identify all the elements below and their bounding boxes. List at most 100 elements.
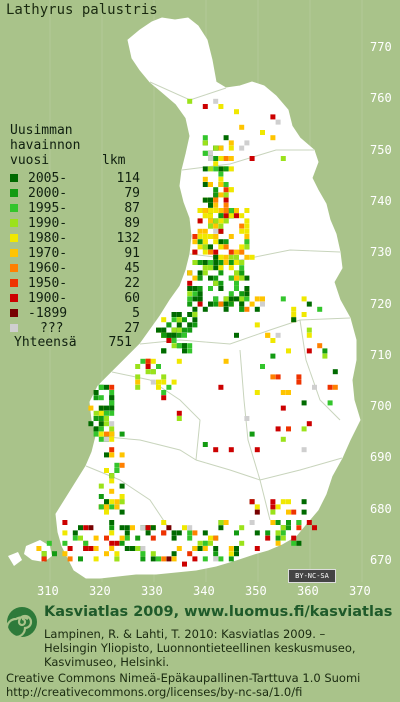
- occurrence-square: [249, 301, 255, 307]
- legend-item: 1970- 91: [10, 246, 140, 261]
- occurrence-square: [280, 296, 286, 302]
- occurrence-square: [150, 379, 156, 385]
- occurrence-square: [223, 187, 229, 193]
- occurrence-square: [161, 348, 167, 354]
- occurrence-square: [208, 535, 213, 541]
- y-tick-label: 700: [370, 399, 392, 414]
- occurrence-square: [223, 213, 229, 219]
- occurrence-square: [176, 410, 182, 416]
- y-tick-label: 720: [370, 296, 392, 311]
- occurrence-square: [286, 348, 291, 354]
- occurrence-square: [223, 218, 229, 224]
- occurrence-square: [280, 436, 286, 442]
- occurrence-square: [98, 410, 104, 416]
- occurrence-square: [182, 343, 187, 349]
- occurrence-square: [244, 306, 250, 312]
- occurrence-square: [156, 556, 161, 562]
- occurrence-square: [135, 535, 141, 541]
- occurrence-square: [119, 462, 125, 468]
- occurrence-square: [239, 244, 245, 250]
- occurrence-square: [182, 332, 187, 338]
- occurrence-square: [150, 358, 156, 364]
- occurrence-square: [239, 275, 245, 281]
- occurrence-square: [109, 400, 115, 406]
- occurrence-square: [301, 447, 307, 453]
- occurrence-square: [208, 166, 213, 172]
- occurrence-square: [72, 530, 78, 536]
- occurrence-square: [104, 410, 109, 416]
- occurrence-square: [176, 327, 182, 333]
- occurrence-square: [223, 301, 229, 307]
- occurrence-square: [135, 384, 141, 390]
- occurrence-square: [218, 556, 224, 562]
- kasviatlas-logo-icon: [6, 607, 37, 638]
- occurrence-square: [260, 130, 265, 135]
- occurrence-square: [234, 286, 239, 291]
- occurrence-square: [202, 234, 208, 239]
- occurrence-square: [98, 416, 104, 421]
- cc-license-badge[interactable]: BY-NC-SA: [288, 569, 336, 583]
- occurrence-square: [244, 416, 250, 421]
- occurrence-square: [208, 286, 213, 291]
- occurrence-square: [197, 275, 203, 281]
- occurrence-square: [306, 348, 312, 354]
- occurrence-square: [208, 197, 213, 203]
- occurrence-square: [228, 546, 234, 551]
- occurrence-square: [234, 213, 239, 219]
- occurrence-square: [114, 556, 120, 562]
- occurrence-square: [176, 332, 182, 338]
- occurrence-square: [332, 384, 338, 390]
- occurrence-square: [270, 499, 276, 505]
- x-tick-label: 310: [37, 584, 59, 598]
- occurrence-square: [239, 145, 245, 151]
- occurrence-square: [213, 202, 219, 208]
- occurrence-square: [234, 280, 239, 286]
- occurrence-square: [286, 390, 291, 395]
- occurrence-square: [234, 546, 239, 551]
- occurrence-square: [218, 228, 224, 234]
- occurrence-square: [218, 280, 224, 286]
- occurrence-square: [150, 369, 156, 375]
- occurrence-square: [104, 468, 109, 473]
- occurrence-square: [223, 135, 229, 141]
- occurrence-square: [306, 327, 312, 333]
- occurrence-square: [213, 156, 219, 161]
- occurrence-square: [166, 338, 172, 343]
- occurrence-square: [72, 535, 78, 541]
- occurrence-square: [218, 525, 224, 531]
- occurrence-square: [67, 546, 73, 551]
- occurrence-square: [244, 244, 250, 250]
- occurrence-square: [306, 332, 312, 338]
- occurrence-square: [213, 301, 219, 307]
- occurrence-square: [109, 520, 115, 525]
- occurrence-square: [254, 306, 260, 312]
- citation-line-1: Lampinen, R. & Lahti, T. 2010: Kasviatla…: [44, 627, 326, 641]
- occurrence-square: [197, 296, 203, 302]
- occurrence-square: [192, 530, 198, 536]
- brand-link[interactable]: Kasviatlas 2009, www.luomus.fi/kasviatla…: [44, 604, 393, 620]
- occurrence-square: [109, 390, 115, 395]
- occurrence-square: [98, 384, 104, 390]
- occurrence-square: [239, 270, 245, 276]
- occurrence-square: [223, 520, 229, 525]
- occurrence-square: [109, 410, 115, 416]
- occurrence-square: [202, 265, 208, 271]
- occurrence-square: [119, 540, 125, 546]
- occurrence-square: [202, 166, 208, 172]
- legend-period: 1950-: [28, 276, 68, 291]
- legend-item: 1995- 87: [10, 201, 140, 216]
- occurrence-square: [124, 546, 130, 551]
- legend-swatch: [10, 309, 18, 317]
- occurrence-square: [114, 462, 120, 468]
- license-url[interactable]: http://creativecommons.org/licenses/by-n…: [6, 685, 303, 699]
- legend-period: 1900-: [28, 291, 68, 306]
- occurrence-square: [275, 540, 281, 546]
- occurrence-square: [135, 379, 141, 385]
- occurrence-square: [244, 234, 250, 239]
- occurrence-square: [197, 228, 203, 234]
- occurrence-square: [301, 312, 307, 317]
- occurrence-square: [176, 322, 182, 328]
- occurrence-square: [275, 520, 281, 525]
- occurrence-square: [182, 561, 187, 567]
- occurrence-square: [197, 208, 203, 213]
